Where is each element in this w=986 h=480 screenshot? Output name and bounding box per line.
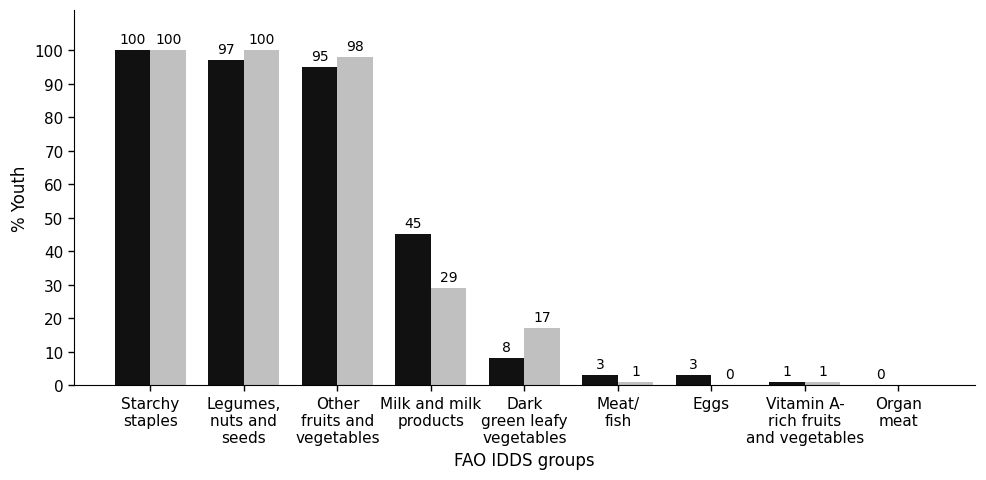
Text: 0: 0	[877, 367, 885, 381]
Text: 1: 1	[818, 364, 827, 378]
Text: 29: 29	[440, 270, 458, 285]
Bar	[769, 382, 805, 385]
Bar	[302, 68, 337, 385]
Bar	[208, 61, 244, 385]
Bar	[675, 375, 712, 385]
Bar	[395, 235, 431, 385]
Bar	[583, 375, 618, 385]
Text: 45: 45	[404, 217, 422, 231]
Bar	[525, 328, 560, 385]
Text: 95: 95	[311, 50, 328, 64]
Bar	[151, 51, 186, 385]
Text: 100: 100	[119, 33, 146, 47]
Text: 1: 1	[783, 364, 792, 378]
X-axis label: FAO IDDS groups: FAO IDDS groups	[455, 451, 595, 469]
Text: 0: 0	[725, 367, 734, 381]
Text: 97: 97	[217, 43, 235, 57]
Bar	[618, 382, 654, 385]
Y-axis label: % Youth: % Youth	[11, 165, 30, 231]
Bar	[431, 288, 466, 385]
Bar	[244, 51, 279, 385]
Text: 100: 100	[155, 33, 181, 47]
Text: 3: 3	[689, 357, 698, 372]
Text: 8: 8	[502, 341, 511, 355]
Text: 1: 1	[631, 364, 640, 378]
Text: 17: 17	[533, 311, 551, 324]
Bar	[337, 58, 373, 385]
Text: 98: 98	[346, 40, 364, 54]
Bar	[115, 51, 151, 385]
Bar	[489, 359, 525, 385]
Bar	[805, 382, 840, 385]
Text: 100: 100	[248, 33, 275, 47]
Text: 3: 3	[596, 357, 604, 372]
